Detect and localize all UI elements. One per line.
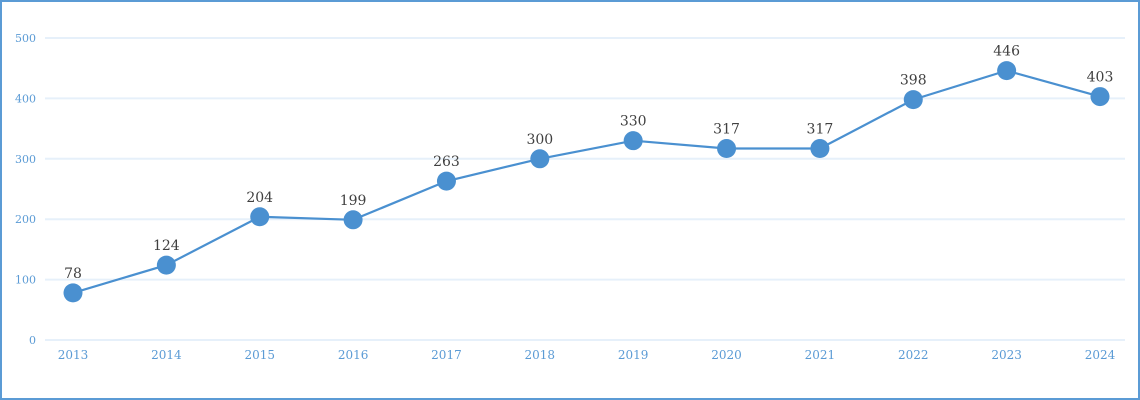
data-point-marker[interactable] [63,283,83,303]
x-tick-label: 2015 [244,348,275,362]
data-point-marker[interactable] [156,255,176,275]
x-tick-label: 2013 [58,348,89,362]
data-point-marker[interactable] [436,171,456,191]
data-label: 403 [1087,70,1114,86]
data-label: 317 [713,122,740,138]
data-point-marker[interactable] [997,61,1017,81]
data-point-marker[interactable] [717,139,737,159]
y-tick-label: 500 [15,32,36,45]
data-label: 446 [993,44,1020,60]
x-tick-label: 2021 [805,348,836,362]
data-label: 300 [526,132,553,148]
y-tick-label: 400 [15,92,36,105]
data-label: 78 [64,266,82,282]
gridlines [45,37,1125,341]
y-tick-label: 200 [15,213,36,226]
data-label: 398 [900,73,927,89]
y-tick-label: 0 [29,334,36,347]
x-tick-label: 2023 [991,348,1022,362]
y-axis-ticks: 0 100 200 300 400 500 [15,32,36,347]
data-point-marker[interactable] [250,207,270,227]
x-tick-label: 2020 [711,348,742,362]
x-tick-label: 2022 [898,348,929,362]
data-label: 124 [153,238,180,254]
x-tick-label: 2019 [618,348,649,362]
data-label: 263 [433,154,460,170]
data-label: 317 [807,122,834,138]
data-point-marker[interactable] [1090,87,1110,107]
y-tick-label: 300 [15,153,36,166]
x-tick-label: 2024 [1085,348,1116,362]
x-tick-label: 2014 [151,348,182,362]
y-tick-label: 100 [15,274,36,287]
data-label: 330 [620,114,647,130]
data-point-marker[interactable] [903,90,923,110]
data-point-marker[interactable] [343,210,363,230]
x-tick-label: 2018 [525,348,556,362]
data-labels: 78 124 204 199 263 300 330 317 317 398 446 403 [64,44,1113,282]
series-line [72,69,1101,294]
data-point-marker[interactable] [623,131,643,151]
x-axis-ticks: 2013 2014 2015 2016 2017 2018 2019 2020 2021 2022… [58,348,1116,362]
data-series [63,61,1110,303]
data-point-marker[interactable] [810,139,830,159]
data-label: 199 [340,193,367,209]
x-tick-label: 2017 [431,348,462,362]
x-tick-label: 2016 [338,348,369,362]
data-label: 204 [246,190,273,206]
data-point-marker[interactable] [530,149,550,169]
